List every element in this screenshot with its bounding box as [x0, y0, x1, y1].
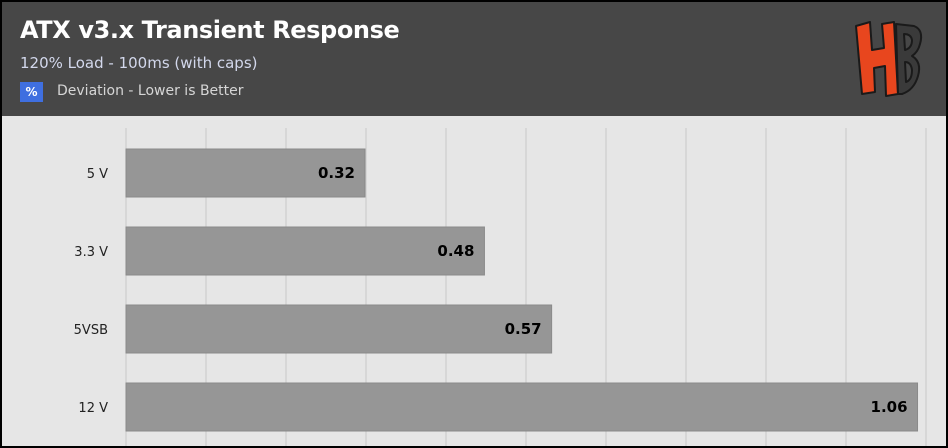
bar — [125, 304, 553, 354]
chart-title: ATX v3.x Transient Response — [20, 16, 400, 44]
data-label: 1.06 — [871, 398, 908, 416]
value-labels: 0.32 0.48 0.57 1.06 — [318, 164, 908, 416]
legend-swatch-percent-icon: % — [20, 82, 43, 102]
bar-chart-plot: 5 V 3.3 V 5VSB 12 V 0.32 0.48 0.57 1.06 — [74, 128, 927, 446]
category-label: 12 V — [78, 401, 108, 416]
data-label: 0.32 — [318, 164, 355, 182]
category-label: 5 V — [87, 167, 108, 182]
bar — [125, 382, 919, 432]
category-label: 5VSB — [74, 323, 108, 338]
chart-header: ATX v3.x Transient Response 120% Load - … — [2, 2, 946, 116]
bar — [125, 226, 485, 276]
category-labels: 5 V 3.3 V 5VSB 12 V — [74, 167, 108, 416]
hb-logo — [855, 21, 923, 97]
chart-subtitle: 120% Load - 100ms (with caps) — [20, 54, 258, 72]
category-label: 3.3 V — [74, 245, 108, 260]
data-label: 0.48 — [437, 242, 474, 260]
bars — [125, 148, 919, 432]
data-label: 0.57 — [505, 320, 542, 338]
legend-label: Deviation - Lower is Better — [57, 83, 244, 99]
bar — [125, 148, 366, 198]
